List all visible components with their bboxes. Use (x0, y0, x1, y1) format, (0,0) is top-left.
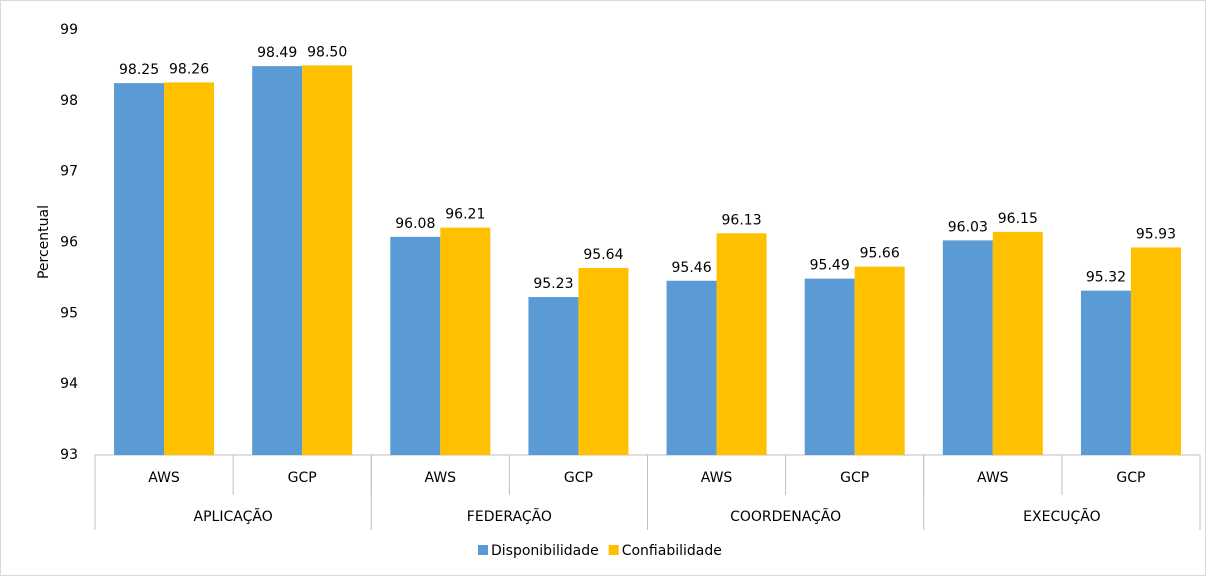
y-tick-label: 93 (60, 447, 78, 463)
bar (666, 280, 717, 455)
y-axis-label: Percentual (36, 205, 52, 279)
y-tick-label: 99 (60, 22, 78, 38)
bar (252, 66, 303, 455)
data-label: 98.25 (119, 62, 159, 78)
data-label: 95.66 (860, 246, 900, 262)
bar (1080, 290, 1131, 455)
data-label: 96.21 (445, 207, 485, 223)
legend-label: Disponibilidade (491, 543, 599, 559)
group-label: APLICAÇÃO (194, 508, 273, 525)
bar (440, 227, 491, 455)
data-label: 96.08 (395, 216, 435, 232)
legend-swatch (608, 545, 619, 555)
x-tick-label: AWS (701, 470, 733, 486)
legend-label: Confiabilidade (622, 543, 722, 559)
bar (992, 231, 1043, 455)
group-label: EXECUÇÃO (1023, 508, 1100, 525)
x-tick-label: AWS (425, 470, 457, 486)
bar (804, 278, 855, 455)
group-label: FEDERAÇÃO (467, 508, 552, 525)
x-tick-label: GCP (840, 470, 869, 486)
x-tick-label: GCP (564, 470, 593, 486)
data-label: 95.64 (583, 247, 623, 263)
bar (854, 266, 905, 455)
data-label: 96.03 (948, 219, 988, 235)
x-tick-label: AWS (977, 470, 1009, 486)
y-tick-label: 94 (60, 376, 78, 392)
data-label: 95.32 (1086, 270, 1126, 286)
bar (164, 82, 215, 456)
x-tick-label: AWS (148, 470, 180, 486)
x-tick-label: GCP (1116, 470, 1145, 486)
bar (114, 83, 165, 455)
data-label: 95.23 (533, 276, 573, 292)
data-label: 95.46 (672, 260, 712, 276)
data-label: 98.26 (169, 61, 209, 77)
y-tick-label: 98 (60, 93, 78, 109)
y-tick-label: 95 (60, 305, 78, 321)
bar (390, 236, 441, 455)
data-label: 96.13 (722, 212, 762, 228)
group-label: COORDENAÇÃO (730, 508, 841, 525)
bar (578, 268, 629, 455)
y-tick-label: 96 (60, 235, 78, 251)
bar (942, 240, 993, 455)
bar (1130, 247, 1181, 455)
data-label: 96.15 (998, 211, 1038, 227)
data-label: 98.49 (257, 45, 297, 61)
data-label: 95.49 (810, 258, 850, 274)
bar (716, 233, 767, 455)
bar (302, 65, 353, 456)
x-tick-label: GCP (288, 470, 317, 486)
bar (528, 297, 579, 455)
data-label: 95.93 (1136, 226, 1176, 242)
data-label: 98.50 (307, 44, 347, 60)
legend-swatch (478, 545, 488, 555)
y-tick-label: 97 (60, 164, 78, 180)
